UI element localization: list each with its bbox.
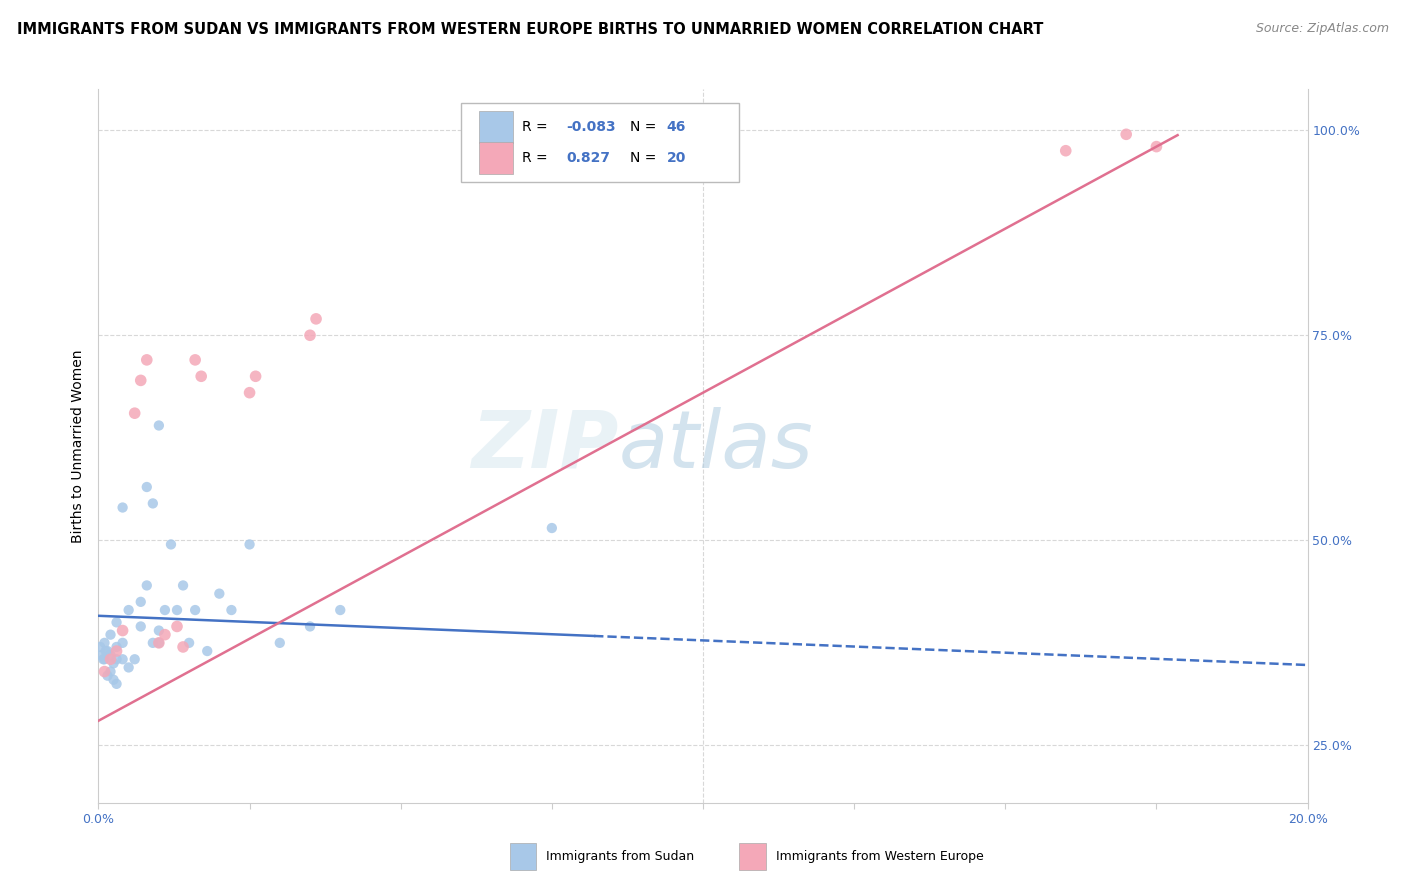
Text: 46: 46 [666, 120, 686, 134]
Y-axis label: Births to Unmarried Women: Births to Unmarried Women [72, 350, 86, 542]
Point [239, 385, 262, 400]
Point [160, 537, 183, 551]
Point [103, 673, 125, 687]
Text: Source: ZipAtlas.com: Source: ZipAtlas.com [1256, 22, 1389, 36]
Point [129, 595, 152, 609]
Text: -0.083: -0.083 [567, 120, 616, 134]
Point [129, 373, 152, 387]
Point [105, 652, 128, 666]
Point [100, 627, 122, 641]
Point [184, 352, 207, 367]
FancyBboxPatch shape [509, 843, 536, 870]
Point [105, 644, 128, 658]
Point [153, 603, 176, 617]
Point [1054, 144, 1077, 158]
Point [93, 665, 115, 679]
Point [100, 665, 122, 679]
Point [135, 480, 157, 494]
Point [540, 521, 562, 535]
Text: 20: 20 [666, 152, 686, 165]
Point [105, 615, 128, 630]
Point [111, 500, 134, 515]
Point [269, 636, 291, 650]
Point [111, 624, 134, 638]
Point [166, 619, 188, 633]
Point [256, 857, 278, 871]
Point [129, 619, 152, 633]
Point [93, 652, 115, 666]
Point [148, 418, 170, 433]
Point [179, 636, 201, 650]
Point [124, 652, 146, 666]
Point [93, 636, 115, 650]
Point [118, 660, 141, 674]
Point [100, 652, 122, 666]
Point [148, 624, 170, 638]
Point [239, 537, 262, 551]
Point [142, 636, 165, 650]
Text: Immigrants from Sudan: Immigrants from Sudan [546, 850, 695, 863]
Text: Immigrants from Western Europe: Immigrants from Western Europe [776, 850, 983, 863]
Text: IMMIGRANTS FROM SUDAN VS IMMIGRANTS FROM WESTERN EUROPE BIRTHS TO UNMARRIED WOME: IMMIGRANTS FROM SUDAN VS IMMIGRANTS FROM… [17, 22, 1043, 37]
Point [135, 578, 157, 592]
Text: N =: N = [630, 152, 661, 165]
Point [91, 652, 114, 666]
Point [190, 369, 212, 384]
Text: N =: N = [630, 120, 661, 134]
Point [90, 648, 112, 662]
FancyBboxPatch shape [479, 143, 513, 175]
Point [103, 657, 125, 671]
Point [1115, 128, 1137, 142]
Point [305, 311, 328, 326]
Text: R =: R = [522, 152, 551, 165]
Point [89, 640, 111, 654]
Point [111, 636, 134, 650]
Point [118, 603, 141, 617]
Point [124, 406, 146, 420]
Point [172, 640, 194, 654]
Point [195, 644, 218, 658]
Point [299, 619, 322, 633]
Point [329, 603, 352, 617]
Text: R =: R = [522, 120, 551, 134]
Point [184, 603, 207, 617]
Point [105, 677, 128, 691]
Point [105, 640, 128, 654]
Point [221, 603, 243, 617]
Point [135, 352, 157, 367]
Point [1144, 139, 1167, 153]
Point [142, 496, 165, 510]
Point [299, 328, 322, 343]
Point [172, 578, 194, 592]
Point [153, 627, 176, 641]
FancyBboxPatch shape [740, 843, 766, 870]
Point [100, 648, 122, 662]
Point [96, 668, 118, 682]
FancyBboxPatch shape [479, 111, 513, 143]
Text: 0.827: 0.827 [567, 152, 610, 165]
Point [245, 369, 267, 384]
Point [208, 587, 231, 601]
Point [94, 644, 117, 658]
Text: ZIP: ZIP [471, 407, 619, 485]
Point [148, 636, 170, 650]
Text: atlas: atlas [619, 407, 813, 485]
Point [148, 636, 170, 650]
Point [166, 603, 188, 617]
FancyBboxPatch shape [461, 103, 740, 182]
Point [96, 644, 118, 658]
Point [111, 652, 134, 666]
